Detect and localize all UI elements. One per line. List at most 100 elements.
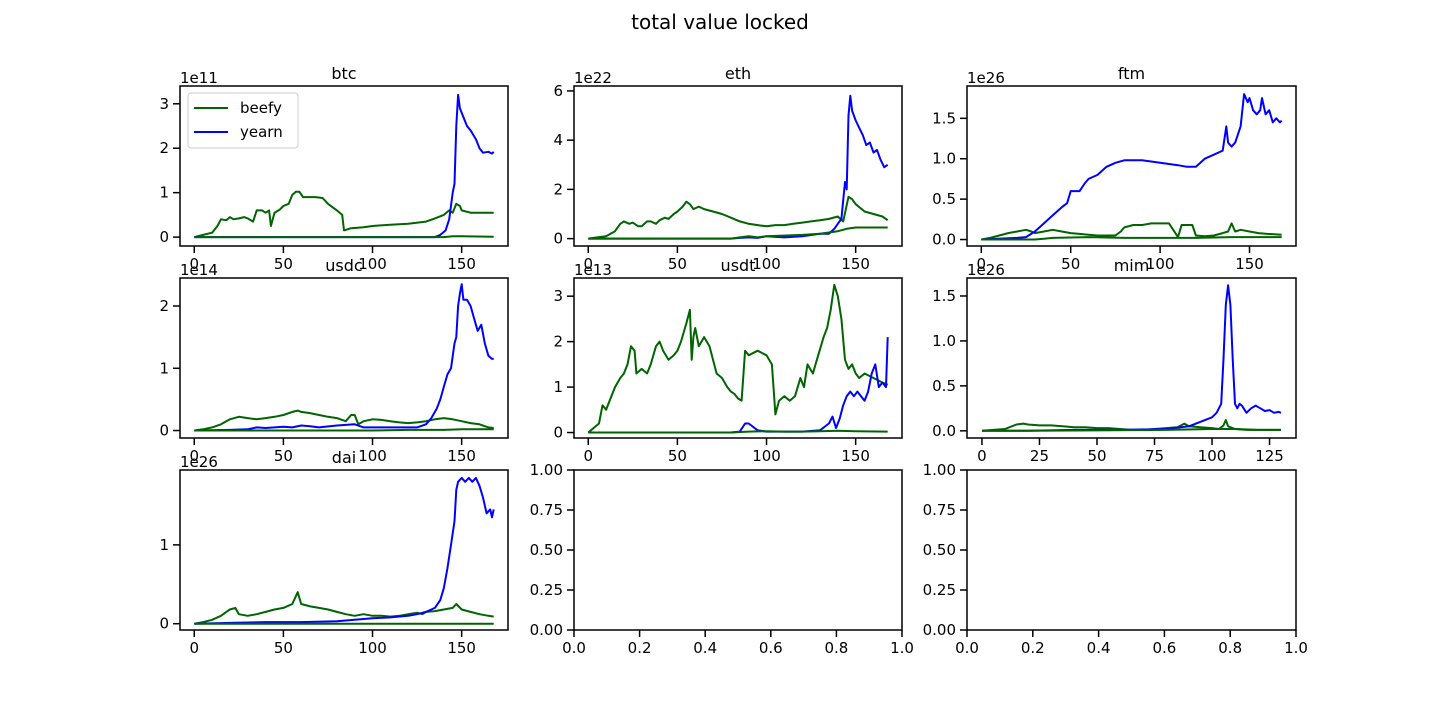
y-tick-label: 0 (159, 228, 169, 246)
chart-panel-eth: 0 50 100 150 0 2 4 6 1e22 eth (553, 64, 903, 273)
x-tick-label: 100 (1198, 447, 1227, 465)
x-tick-label: 150 (447, 639, 476, 657)
y-tick-label: 0.50 (923, 541, 956, 559)
y-tick-label: 0.75 (530, 501, 563, 519)
y-tick-label: 2 (553, 180, 563, 198)
y-tick-label: 1 (553, 378, 563, 396)
x-tick-label: 50 (274, 447, 293, 465)
legend: beefy yearn (187, 92, 299, 149)
axes-frame (573, 85, 903, 247)
axes-frame (966, 277, 1297, 439)
series-line-yearn-1 (194, 283, 494, 432)
y-tick-label: 2 (159, 139, 169, 157)
series-line-yearn-1 (981, 93, 1283, 241)
x-tick-label: 0.6 (1152, 639, 1176, 657)
x-tick-label: 0.0 (955, 639, 979, 657)
panel-title: eth (725, 64, 751, 83)
y-tick-label: 0 (553, 230, 563, 248)
x-tick-label: 25 (1030, 447, 1049, 465)
x-tick-label: 150 (447, 447, 476, 465)
chart-panel-ftm: 0 50 100 150 0.0 0.5 1.0 1.5 1e26 ftm (932, 64, 1297, 273)
series-line-beefy-2 (982, 428, 1281, 432)
panel-title: usdc (325, 256, 362, 275)
x-tick-label: 100 (358, 255, 387, 273)
x-tick-label: 0 (583, 255, 593, 273)
y-offset-label: 1e26 (967, 69, 1005, 87)
x-tick-label: 150 (841, 447, 870, 465)
series-line-beefy-2 (588, 429, 888, 434)
x-tick-label: 50 (668, 255, 687, 273)
x-tick-label: 0.8 (824, 639, 848, 657)
y-offset-label: 1e26 (967, 261, 1005, 279)
x-tick-label: 125 (1255, 447, 1284, 465)
chart-panel-usdc: 0 50 100 150 0 1 2 1e14 usdc (159, 256, 509, 465)
panel-title: dai (332, 448, 356, 467)
y-tick-label: 1.00 (923, 461, 956, 479)
y-offset-label: 1e22 (574, 69, 612, 87)
y-tick-label: 1 (159, 359, 169, 377)
series-line-beefy-0 (194, 409, 494, 432)
series-line-beefy-2 (194, 235, 494, 239)
series-line-beefy-2 (981, 236, 1282, 241)
y-tick-label: 6 (553, 82, 563, 100)
series-line-beefy-0 (588, 195, 889, 240)
y-offset-label: 1e14 (180, 261, 218, 279)
series-line-beefy-0 (194, 190, 494, 239)
x-tick-label: 0 (189, 255, 199, 273)
x-tick-label: 150 (1235, 255, 1264, 273)
y-tick-label: 0 (159, 422, 169, 440)
panel-title: usdt (721, 256, 756, 275)
axes-frame (966, 85, 1297, 247)
x-tick-label: 0.6 (759, 639, 783, 657)
x-tick-label: 100 (1146, 255, 1175, 273)
chart-panel-btc: 0 50 100 150 0 1 2 3 1e11 btc beefy yearn (159, 64, 509, 273)
chart-panel-empty-8: 0.0 0.2 0.4 0.6 0.8 1.0 0.00 0.25 0.50 0.75 1.00 (923, 461, 1308, 657)
series-line-yearn-1 (982, 284, 1282, 432)
y-tick-label: 1.00 (530, 461, 563, 479)
y-tick-label: 2 (159, 297, 169, 315)
chart-panel-mim: 0 25 50 75 100 125 0.0 0.5 1.0 1.5 1e26 mim (932, 256, 1297, 465)
x-tick-label: 0 (977, 447, 987, 465)
y-tick-label: 0.00 (923, 621, 956, 639)
y-offset-label: 1e11 (180, 69, 218, 87)
x-tick-label: 100 (358, 447, 387, 465)
series-line-beefy-0 (194, 591, 494, 625)
series-line-beefy-2 (194, 428, 494, 432)
x-tick-label: 100 (752, 447, 781, 465)
y-tick-label: 0.75 (923, 501, 956, 519)
x-tick-label: 1.0 (1284, 639, 1308, 657)
x-tick-label: 150 (841, 255, 870, 273)
axes-frame (573, 277, 903, 439)
chart-panel-usdt: 0 50 100 150 0 1 2 3 1e13 usdt (553, 256, 903, 465)
x-tick-label: 0.0 (562, 639, 586, 657)
y-tick-label: 0.0 (932, 231, 956, 249)
y-tick-label: 1 (159, 536, 169, 554)
x-tick-label: 100 (358, 639, 387, 657)
y-tick-label: 1.5 (932, 109, 956, 127)
x-tick-label: 0 (977, 255, 987, 273)
x-tick-label: 50 (274, 255, 293, 273)
y-tick-label: 0.5 (932, 377, 956, 395)
axes-frame (179, 469, 509, 631)
chart-panel-dai: 0 50 100 150 0 1 1e26 dai (159, 448, 509, 657)
series-line-yearn-1 (194, 93, 495, 239)
x-tick-label: 75 (1145, 447, 1164, 465)
x-tick-label: 1.0 (890, 639, 914, 657)
y-tick-label: 3 (553, 287, 563, 305)
y-tick-label: 0.0 (932, 422, 956, 440)
y-tick-label: 1 (159, 184, 169, 202)
x-tick-label: 0 (583, 447, 593, 465)
x-tick-label: 0.8 (1218, 639, 1242, 657)
y-tick-label: 2 (553, 333, 563, 351)
panel-title: ftm (1118, 64, 1145, 83)
x-tick-label: 50 (1061, 255, 1080, 273)
y-tick-label: 1.5 (932, 287, 956, 305)
y-tick-label: 0.5 (932, 190, 956, 208)
x-tick-label: 100 (752, 255, 781, 273)
y-tick-label: 0.25 (530, 581, 563, 599)
x-tick-label: 0.2 (1021, 639, 1045, 657)
y-tick-label: 0 (159, 615, 169, 633)
x-tick-label: 50 (1087, 447, 1106, 465)
y-tick-label: 0.00 (530, 621, 563, 639)
x-tick-label: 50 (274, 639, 293, 657)
